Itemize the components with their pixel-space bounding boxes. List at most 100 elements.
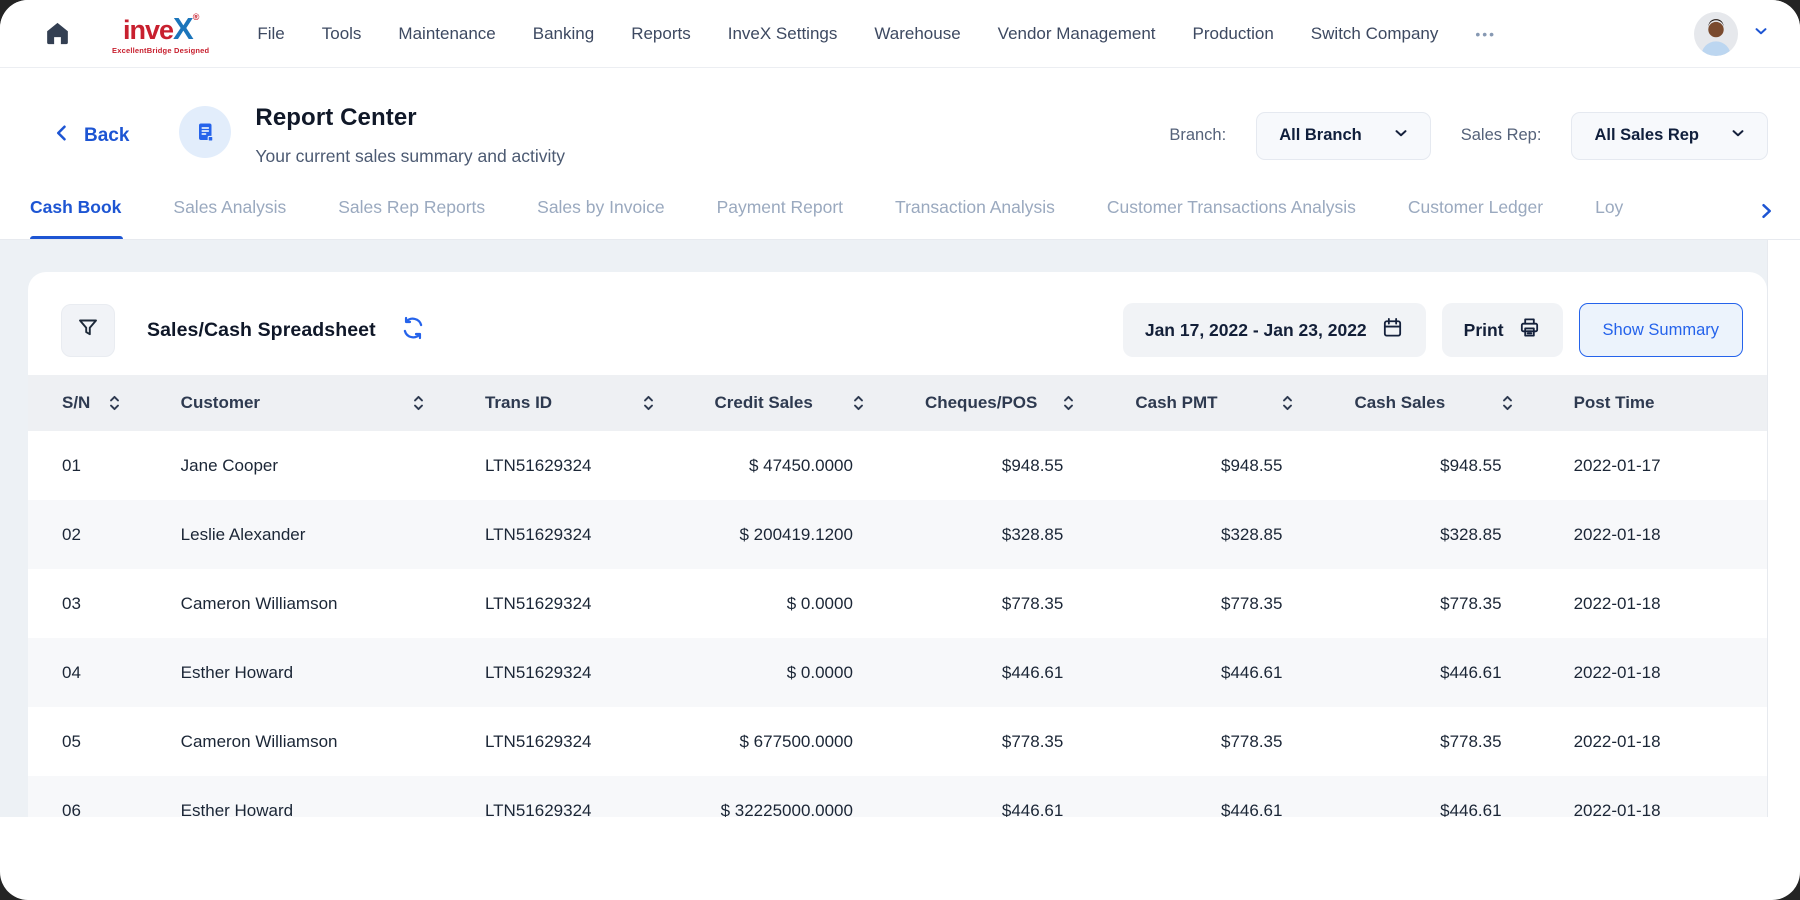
cell-s-n: 01 xyxy=(28,431,157,500)
nav-item-file[interactable]: File xyxy=(257,24,284,44)
filter-button[interactable] xyxy=(61,304,115,357)
show-summary-label: Show Summary xyxy=(1603,321,1719,340)
cell-customer: Cameron Williamson xyxy=(157,707,461,776)
table-row[interactable]: 05Cameron WilliamsonLTN51629324$ 677500.… xyxy=(28,707,1767,776)
date-range-button[interactable]: Jan 17, 2022 - Jan 23, 2022 xyxy=(1123,303,1426,357)
nav-item-switch-company[interactable]: Switch Company xyxy=(1311,24,1439,44)
cell-credit-sales: $ 677500.0000 xyxy=(691,707,901,776)
show-summary-button[interactable]: Show Summary xyxy=(1579,303,1743,357)
home-icon[interactable] xyxy=(42,20,72,47)
cell-customer: Jane Cooper xyxy=(157,431,461,500)
avatar[interactable] xyxy=(1694,12,1738,56)
column-label: Post Time xyxy=(1574,393,1655,413)
avatar-chevron-down-icon[interactable] xyxy=(1752,22,1770,45)
sort-icon[interactable] xyxy=(108,395,121,411)
cell-cash-pmt: $948.55 xyxy=(1111,431,1330,500)
sort-icon[interactable] xyxy=(1062,395,1075,411)
tabs-scroll-right-button[interactable] xyxy=(1742,201,1776,226)
nav-item-banking[interactable]: Banking xyxy=(533,24,594,44)
logo-wordmark: inveX® xyxy=(123,13,198,44)
cell-s-n: 05 xyxy=(28,707,157,776)
table-row[interactable]: 02Leslie AlexanderLTN51629324$ 200419.12… xyxy=(28,500,1767,569)
tab-customer-transactions-analysis[interactable]: Customer Transactions Analysis xyxy=(1107,197,1356,239)
invex-logo[interactable]: inveX® ExcellentBridge Designed xyxy=(112,13,209,55)
cell-cheques-pos: $778.35 xyxy=(901,707,1111,776)
tab-cash-book[interactable]: Cash Book xyxy=(30,197,121,239)
chevron-left-icon xyxy=(52,122,72,150)
cell-trans-id: LTN51629324 xyxy=(461,431,691,500)
cell-cash-pmt: $446.61 xyxy=(1111,638,1330,707)
tab-bar: Cash Book Sales Analysis Sales Rep Reports… xyxy=(0,185,1800,240)
sales-rep-select[interactable]: All Sales Rep xyxy=(1571,112,1768,160)
table-row[interactable]: 03Cameron WilliamsonLTN51629324$ 0.0000$… xyxy=(28,569,1767,638)
tab-sales-by-invoice[interactable]: Sales by Invoice xyxy=(537,197,664,239)
table-header: S/N Customer Trans ID Credit Sales Chequ… xyxy=(28,375,1767,431)
table-row[interactable]: 01Jane CooperLTN51629324$ 47450.0000$948… xyxy=(28,431,1767,500)
print-label: Print xyxy=(1464,320,1504,341)
tab-loy[interactable]: Loy xyxy=(1595,197,1623,239)
nav-item-production[interactable]: Production xyxy=(1193,24,1274,44)
cell-credit-sales: $ 200419.1200 xyxy=(691,500,901,569)
tab-payment-report[interactable]: Payment Report xyxy=(717,197,843,239)
cell-trans-id: LTN51629324 xyxy=(461,707,691,776)
page-title: Report Center xyxy=(255,104,565,132)
nav-item-maintenance[interactable]: Maintenance xyxy=(398,24,495,44)
cell-customer: Esther Howard xyxy=(157,638,461,707)
cell-trans-id: LTN51629324 xyxy=(461,500,691,569)
sort-icon[interactable] xyxy=(852,395,865,411)
tab-sales-analysis[interactable]: Sales Analysis xyxy=(173,197,286,239)
column-header-s-n[interactable]: S/N xyxy=(28,375,157,431)
table-row[interactable]: 04Esther HowardLTN51629324$ 0.0000$446.6… xyxy=(28,638,1767,707)
nav-item-invex-settings[interactable]: InveX Settings xyxy=(728,24,838,44)
column-header-cash-pmt[interactable]: Cash PMT xyxy=(1111,375,1330,431)
funnel-icon xyxy=(76,316,100,345)
toolbar: Sales/Cash Spreadsheet Jan 17, 2022 - Ja… xyxy=(28,272,1767,357)
cell-cash-sales: $446.61 xyxy=(1330,776,1549,817)
sheet-title: Sales/Cash Spreadsheet xyxy=(147,319,376,342)
cell-credit-sales: $ 0.0000 xyxy=(691,569,901,638)
logo-tagline: ExcellentBridge Designed xyxy=(112,47,209,55)
tab-customer-ledger[interactable]: Customer Ledger xyxy=(1408,197,1543,239)
table-body: 01Jane CooperLTN51629324$ 47450.0000$948… xyxy=(28,431,1767,817)
column-header-credit-sales[interactable]: Credit Sales xyxy=(691,375,901,431)
cell-trans-id: LTN51629324 xyxy=(461,776,691,817)
column-header-trans-id[interactable]: Trans ID xyxy=(461,375,691,431)
print-button[interactable]: Print xyxy=(1442,303,1563,357)
sort-icon[interactable] xyxy=(1501,395,1514,411)
refresh-button[interactable] xyxy=(400,315,426,346)
column-label: Cash Sales xyxy=(1354,393,1445,413)
cell-post-time: 2022-01-18 xyxy=(1550,707,1767,776)
cell-cheques-pos: $778.35 xyxy=(901,569,1111,638)
tab-transaction-analysis[interactable]: Transaction Analysis xyxy=(895,197,1055,239)
menu-overflow-ellipsis[interactable]: ••• xyxy=(1475,26,1496,42)
branch-select[interactable]: All Branch xyxy=(1256,112,1431,160)
column-label: Trans ID xyxy=(485,393,552,413)
sales-rep-label: Sales Rep: xyxy=(1461,126,1542,145)
tab-sales-rep-reports[interactable]: Sales Rep Reports xyxy=(338,197,485,239)
cell-cash-pmt: $328.85 xyxy=(1111,500,1330,569)
sort-icon[interactable] xyxy=(1281,395,1294,411)
back-label: Back xyxy=(84,125,129,147)
column-header-cash-sales[interactable]: Cash Sales xyxy=(1330,375,1549,431)
content-area: Sales/Cash Spreadsheet Jan 17, 2022 - Ja… xyxy=(0,240,1800,817)
cell-cheques-pos: $948.55 xyxy=(901,431,1111,500)
table-row[interactable]: 06Esther HowardLTN51629324$ 32225000.000… xyxy=(28,776,1767,817)
nav-item-warehouse[interactable]: Warehouse xyxy=(874,24,960,44)
cell-s-n: 02 xyxy=(28,500,157,569)
column-header-cheques-pos[interactable]: Cheques/POS xyxy=(901,375,1111,431)
cell-cash-sales: $778.35 xyxy=(1330,707,1549,776)
page-subtitle: Your current sales summary and activity xyxy=(255,146,565,167)
back-button[interactable]: Back xyxy=(52,122,129,150)
chevron-down-icon xyxy=(1392,124,1410,147)
column-header-customer[interactable]: Customer xyxy=(157,375,461,431)
sort-icon[interactable] xyxy=(642,395,655,411)
column-label: Cheques/POS xyxy=(925,393,1037,413)
column-label: S/N xyxy=(62,393,90,413)
scrollbar-gutter[interactable] xyxy=(1767,240,1800,817)
sort-icon[interactable] xyxy=(412,395,425,411)
cell-post-time: 2022-01-18 xyxy=(1550,638,1767,707)
nav-item-tools[interactable]: Tools xyxy=(322,24,362,44)
nav-item-reports[interactable]: Reports xyxy=(631,24,691,44)
page-header: Back Report Center Your current sales su… xyxy=(0,68,1800,185)
nav-item-vendor-management[interactable]: Vendor Management xyxy=(998,24,1156,44)
